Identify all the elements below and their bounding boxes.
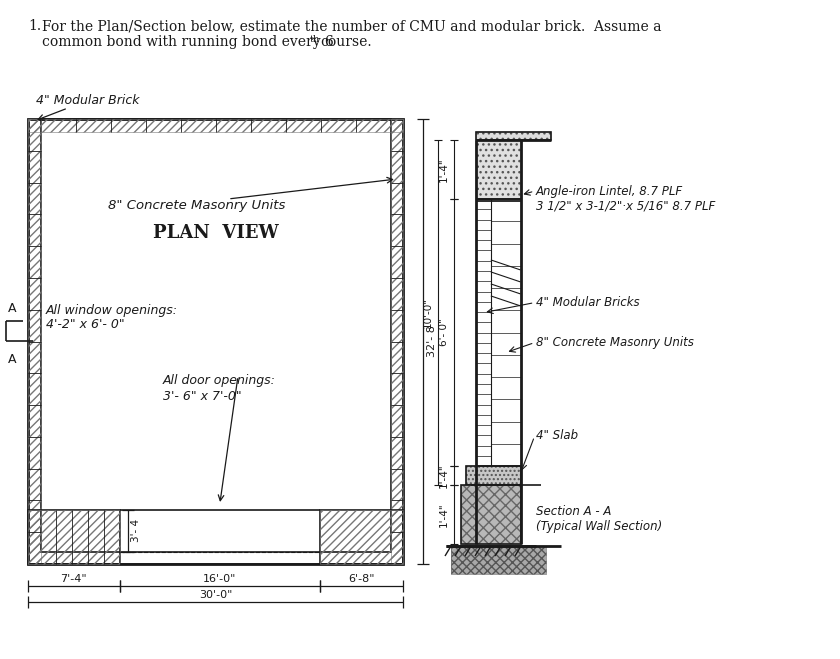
Bar <box>476 132 550 140</box>
Bar <box>451 546 545 574</box>
Text: 1'-4": 1'-4" <box>439 157 449 182</box>
Text: 30'-0": 30'-0" <box>199 590 232 600</box>
Text: 3'- 6" x 7'-0": 3'- 6" x 7'-0" <box>163 390 242 403</box>
Bar <box>28 119 403 564</box>
Text: 6'- 0": 6'- 0" <box>439 319 449 347</box>
Text: A: A <box>8 353 17 366</box>
Bar <box>320 510 403 564</box>
Text: 10'-0": 10'-0" <box>423 297 433 328</box>
Text: 4" Modular Bricks: 4" Modular Bricks <box>536 296 639 309</box>
Text: course.: course. <box>320 35 371 49</box>
Text: 8" Concrete Masonry Units: 8" Concrete Masonry Units <box>536 336 693 349</box>
Bar <box>461 484 521 544</box>
Text: PLAN  VIEW: PLAN VIEW <box>153 224 278 242</box>
Text: 1.: 1. <box>28 19 41 33</box>
Bar <box>466 466 521 484</box>
Bar <box>28 119 40 564</box>
Text: All door openings:: All door openings: <box>163 374 276 387</box>
Text: 32'- 8: 32'- 8 <box>427 326 437 357</box>
Bar <box>461 484 521 544</box>
Bar <box>28 119 403 132</box>
Bar <box>476 198 521 202</box>
Text: 3'- 4: 3'- 4 <box>131 519 140 542</box>
Text: 16'-0": 16'-0" <box>203 574 236 584</box>
Text: 1'-4": 1'-4" <box>439 463 449 488</box>
Text: 7'-4": 7'-4" <box>60 574 87 584</box>
Text: 4" Slab: 4" Slab <box>536 429 578 442</box>
Text: common bond with running bond every 6: common bond with running bond every 6 <box>42 35 333 49</box>
Bar <box>391 119 403 564</box>
Bar <box>28 510 119 564</box>
Text: th: th <box>310 35 320 44</box>
Text: 8" Concrete Masonry Units: 8" Concrete Masonry Units <box>108 199 286 212</box>
Text: 3 1/2" x 3-1/2"·x 5/16" 8.7 PLF: 3 1/2" x 3-1/2"·x 5/16" 8.7 PLF <box>536 200 715 213</box>
Text: A: A <box>8 302 17 314</box>
Text: 1'-4": 1'-4" <box>439 502 449 527</box>
Text: Angle-iron Lintel, 8.7 PLF: Angle-iron Lintel, 8.7 PLF <box>536 185 683 198</box>
Bar <box>476 140 521 199</box>
Bar <box>466 466 521 484</box>
Text: 6'-8": 6'-8" <box>348 574 375 584</box>
Bar <box>476 140 521 199</box>
Bar <box>451 546 545 574</box>
Text: All window openings:: All window openings: <box>46 304 178 317</box>
Text: For the Plan/Section below, estimate the number of CMU and modular brick.  Assum: For the Plan/Section below, estimate the… <box>42 19 662 33</box>
Bar <box>476 132 550 140</box>
Bar <box>461 484 521 544</box>
Text: Section A - A
(Typical Wall Section): Section A - A (Typical Wall Section) <box>536 505 662 532</box>
Text: 4" Modular Brick: 4" Modular Brick <box>36 94 139 107</box>
Bar <box>40 119 391 552</box>
Bar <box>320 510 403 564</box>
Bar <box>28 510 119 564</box>
Bar <box>466 466 521 484</box>
Text: 4'-2" x 6'- 0": 4'-2" x 6'- 0" <box>46 318 124 331</box>
Bar <box>476 132 550 140</box>
